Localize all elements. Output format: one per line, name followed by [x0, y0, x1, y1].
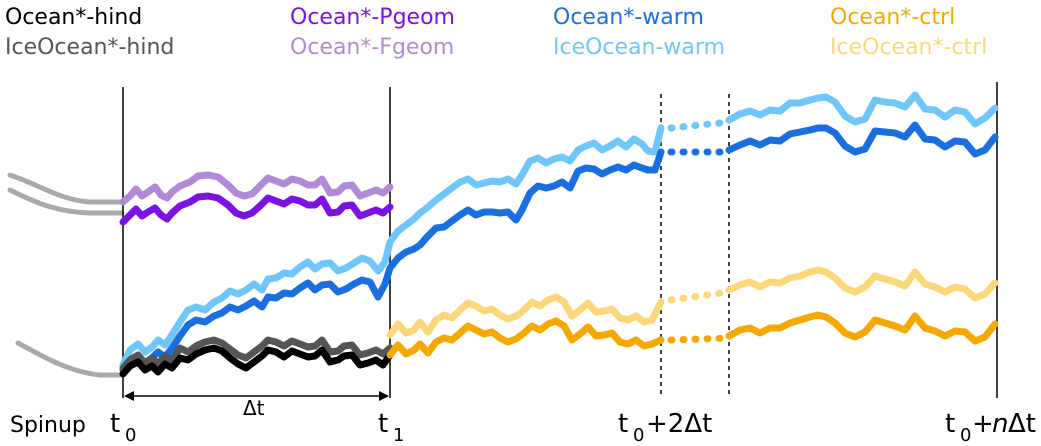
curve-iceocean-warm [119, 124, 665, 369]
legend-ocean-warm: Ocean*-warm [553, 5, 704, 30]
delta-t-arrow [124, 391, 389, 401]
legend: Ocean*-hind IceOcean*-hind Ocean*-Pgeom … [5, 5, 987, 60]
curve-iceocean-ctrl-continued [725, 266, 999, 302]
svg-text:1: 1 [393, 425, 404, 446]
legend-iceocean-warm: IceOcean-warm [553, 35, 725, 60]
svg-text:t: t [945, 409, 955, 439]
legend-iceocean-hind: IceOcean*-hind [5, 35, 174, 60]
curve-ocean-hind [119, 344, 394, 378]
svg-text:n: n [992, 409, 1008, 439]
spinup-label: Spinup [10, 413, 86, 438]
spinup-curves [7, 172, 125, 378]
svg-text:t: t [378, 409, 388, 439]
curve-ocean-warm [119, 148, 665, 374]
delta-t-label: Δt [243, 396, 265, 420]
label-t1: t 1 [378, 409, 404, 446]
legend-ocean-fgeom: Ocean*-Fgeom [290, 35, 454, 60]
curve-ocean-ctrl-continued [725, 311, 999, 345]
spinup-curve-middle [7, 187, 125, 216]
curve-iceocean-warm-continued [725, 91, 999, 128]
curve-iceocean-ctrl-dotted [667, 288, 733, 304]
svg-text:0: 0 [633, 425, 644, 446]
label-tn: t 0 + n Δt [945, 409, 1036, 446]
svg-text:t: t [618, 409, 628, 439]
spinup-curve-upper [7, 172, 125, 205]
curve-ocean-warm-continued [725, 121, 999, 158]
svg-text:Δt: Δt [1008, 409, 1036, 439]
curve-ocean-ctrl-dotted [667, 334, 733, 344]
label-t2: t 0 +2Δt [618, 409, 712, 446]
legend-ocean-hind: Ocean*-hind [5, 5, 142, 30]
legend-iceocean-ctrl: IceOcean*-ctrl [830, 35, 987, 60]
curve-ocean-fgeom [119, 171, 394, 206]
svg-text:0: 0 [125, 425, 136, 446]
curve-iceocean-hind [119, 336, 394, 372]
curve-iceocean-ctrl [386, 293, 665, 339]
svg-text:+: + [972, 409, 994, 439]
svg-text:t: t [110, 409, 120, 439]
curve-iceocean-warm-dotted [667, 118, 733, 132]
legend-ocean-pgeom: Ocean*-Pgeom [290, 5, 455, 30]
svg-text:+2Δt: +2Δt [646, 409, 712, 439]
legend-ocean-ctrl: Ocean*-ctrl [830, 5, 955, 30]
curve-ocean-pgeom [119, 192, 394, 226]
spinup-curve-lower [15, 340, 125, 378]
svg-text:0: 0 [960, 425, 971, 446]
label-t0: t 0 [110, 409, 136, 446]
curve-ocean-ctrl [386, 317, 665, 359]
